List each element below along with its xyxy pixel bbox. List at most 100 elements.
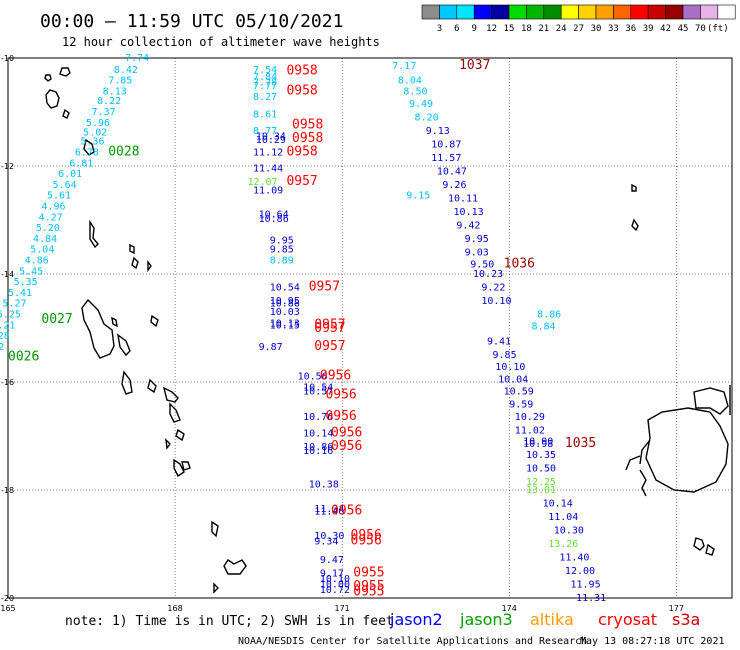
wave-height-label: 11.31: [576, 593, 606, 604]
colorbar-tick-label: 24: [556, 24, 567, 34]
pass-time-label: 0958: [286, 145, 317, 160]
colorbar-tick-label: (ft): [707, 24, 729, 34]
wave-height-label: 9.22: [481, 283, 505, 294]
wave-height-label: 8.84: [532, 321, 556, 332]
wave-height-label: 6.72: [0, 342, 4, 353]
pass-time-label: 0957: [314, 317, 345, 332]
wave-height-label: 9.47: [320, 555, 344, 566]
wave-height-label: 8.77: [253, 126, 277, 137]
legend-item: s3a: [672, 610, 700, 629]
wave-height-label: 11.34: [314, 504, 344, 515]
wave-height-label: 8.86: [537, 310, 561, 321]
wave-height-label: 5.64: [53, 180, 77, 191]
pass-time-label: 0958: [286, 83, 317, 98]
colorbar: [421, 4, 736, 20]
colorbar-swatch: [630, 4, 649, 20]
wave-height-label: 11.95: [570, 580, 600, 591]
wave-height-label: 7.85: [108, 76, 132, 87]
wave-height-label: 10.30: [314, 531, 344, 542]
pass-time-label: 0958: [292, 118, 323, 133]
wave-height-label: 4.84: [33, 234, 57, 245]
wave-height-label: 4.27: [39, 212, 63, 223]
wave-height-label: 9.49: [409, 99, 433, 110]
colorbar-tick-label: 42: [660, 24, 671, 34]
wave-height-label: 10.04: [498, 374, 528, 385]
wave-height-label: 9.03: [465, 247, 489, 258]
wave-height-label: 12.00: [565, 566, 595, 577]
colorbar-swatch: [508, 4, 527, 20]
wave-height-label: 5.02: [83, 128, 107, 139]
wave-height-label: 9.15: [406, 191, 430, 202]
wave-height-label: 8.89: [270, 256, 294, 267]
chart-title: 00:00 — 11:59 UTC 05/10/2021: [40, 11, 343, 32]
wave-height-label: 5.04: [30, 245, 54, 256]
wave-height-label: 8.61: [253, 110, 277, 121]
y-tick-label: -12: [1, 162, 14, 171]
colorbar-swatch: [682, 4, 701, 20]
plot-area: 7.748.427.858.138.227.375.965.025.366.78…: [0, 53, 733, 604]
wave-height-label: 13.26: [548, 539, 578, 550]
wave-height-label: 6.01: [58, 169, 82, 180]
pass-time-label: 0956: [320, 369, 351, 384]
wave-height-label: 10.00: [320, 580, 350, 591]
x-tick-label: 177: [669, 604, 684, 613]
wave-height-label: 9.17: [320, 569, 344, 580]
wave-height-label: 5.20: [36, 223, 60, 234]
pass-time-label: 0957: [314, 321, 345, 336]
wave-height-label: 13.01: [526, 485, 556, 496]
wave-height-label: 4.96: [41, 202, 65, 213]
wave-height-label: 10.14: [303, 428, 333, 439]
footer: note: 1) Time is in UTC; 2) SWH is in fe…: [65, 610, 725, 647]
colorbar-swatch: [613, 4, 632, 20]
pass-time-label: 0027: [41, 312, 72, 327]
wave-height-label: 7.84: [253, 72, 277, 83]
wave-height-label: 10.50: [526, 463, 556, 474]
colorbar-tick-label: 30: [591, 24, 602, 34]
wave-height-label: 7.74: [125, 53, 149, 64]
wave-height-label: 11.02: [515, 426, 545, 437]
wave-height-label: 11.40: [559, 553, 589, 564]
legend: jason2 jason3 altika cryosat s3a: [389, 610, 700, 629]
wave-height-label: 10.30: [554, 526, 584, 537]
wave-height-label: 11.12: [253, 148, 283, 159]
wave-height-label: 7.54: [253, 65, 277, 76]
colorbar-tick-label: 15: [504, 24, 515, 34]
wave-height-label: 8.13: [103, 86, 127, 97]
wave-height-label: 10.72: [320, 585, 350, 596]
colorbar-swatch: [526, 4, 545, 20]
colorbar-swatch: [456, 4, 475, 20]
island-outline: [44, 67, 731, 594]
legend-item: jason2: [389, 610, 443, 629]
wave-height-label: 7.28: [0, 331, 10, 342]
x-tick-label: 165: [0, 604, 15, 613]
wave-height-label: 9.85: [270, 245, 294, 256]
wave-height-label: 9.95: [270, 236, 294, 247]
header: 00:00 — 11:59 UTC 05/10/2021 12 hour col…: [40, 11, 380, 49]
y-tick-label: -18: [1, 486, 14, 495]
wave-height-label: 11.57: [431, 153, 461, 164]
wave-height-label: 10.29: [515, 412, 545, 423]
colorbar-tick-label: 45: [678, 24, 689, 34]
wave-height-label: 7.77: [253, 81, 277, 92]
plot-frame: [7, 57, 733, 599]
wave-height-label: 10.38: [309, 480, 339, 491]
wave-height-label: 10.10: [320, 574, 350, 585]
x-tick-label: 171: [335, 604, 350, 613]
wave-height-label: 10.13: [454, 207, 484, 218]
wave-height-label: 9.95: [465, 234, 489, 245]
colorbar-swatch: [421, 4, 440, 20]
pass-time-label: 0957: [309, 280, 340, 295]
wave-height-label: 5.27: [2, 299, 26, 310]
colorbar-tick-label: 21: [538, 24, 549, 34]
pass-time-label: 0956: [351, 528, 382, 543]
legend-item: jason3: [459, 610, 513, 629]
wave-height-label: 10.47: [437, 166, 467, 177]
wave-height-label: 10.11: [448, 193, 478, 204]
wave-height-label: 9.26: [442, 180, 466, 191]
wave-height-label: 10.34: [256, 131, 286, 142]
wave-height-label: 12.07: [247, 177, 277, 188]
pass-time-label: 0957: [286, 174, 317, 189]
wave-height-label: 10.13: [270, 319, 300, 330]
